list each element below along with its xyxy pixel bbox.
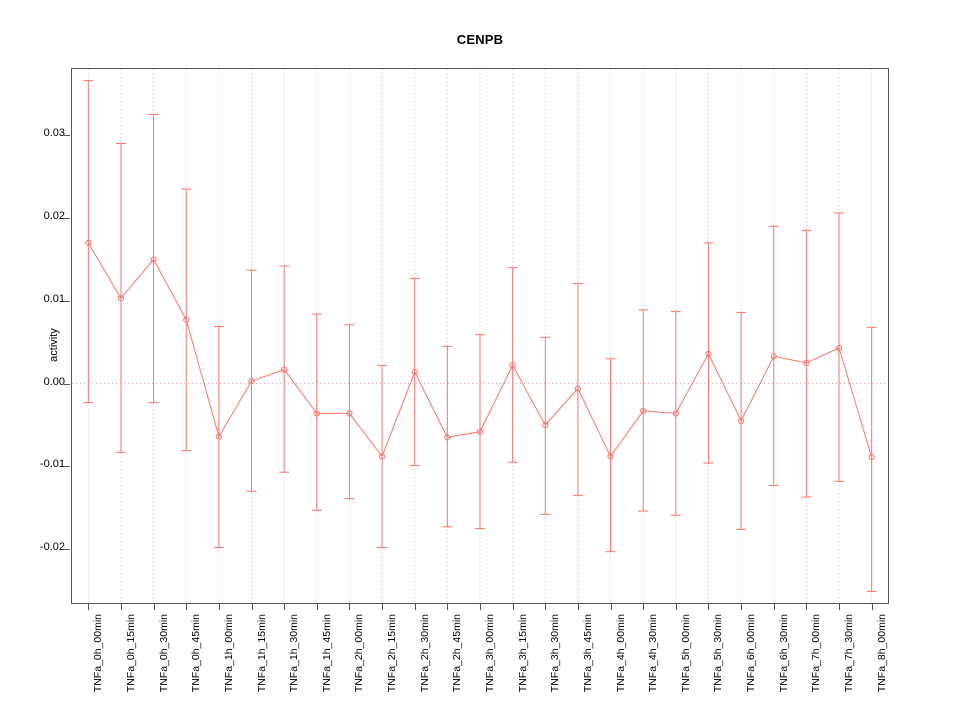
x-axis-tick-mark [480, 604, 481, 610]
data-point [640, 407, 647, 415]
x-axis-tick-label: TNFa_3h_15min [516, 614, 529, 693]
x-axis-tick-mark [806, 604, 808, 610]
x-axis-tick-mark [675, 604, 677, 610]
x-axis-tick-mark [610, 604, 612, 610]
series-line [87, 242, 873, 458]
data-point [868, 454, 875, 461]
x-axis-tick-label: TNFa_4h_00min [614, 614, 627, 693]
y-axis-tick-mark [64, 218, 70, 220]
x-axis-tick-mark [512, 604, 514, 610]
y-axis-tick-mark [64, 466, 70, 468]
data-point [281, 366, 288, 373]
data-point [411, 368, 418, 376]
x-axis-tick-mark [88, 604, 90, 610]
x-axis-tick-mark [186, 604, 188, 610]
x-axis-tick-label: TNFa_3h_00min [484, 614, 496, 693]
x-axis-tick-label: TNFa_7h_30min [843, 614, 856, 693]
data-point [738, 417, 745, 424]
y-axis-tick-mark [64, 383, 70, 385]
data-point [85, 239, 92, 246]
x-axis-tick-label: TNFa_1h_30min [288, 614, 301, 693]
x-axis-tick-mark [120, 604, 122, 610]
data-point [248, 378, 255, 385]
x-axis-tick-mark [773, 604, 775, 610]
y-axis-tick-mark [64, 135, 70, 137]
chart-title: CENPB [456, 32, 504, 47]
x-axis-tick-label: TNFa_5h_00min [679, 614, 692, 693]
x-axis-tick-mark [153, 604, 155, 610]
y-axis-tick-label: -0.02 [39, 541, 65, 554]
x-axis-tick-label: TNFa_2h_00min [353, 614, 366, 693]
y-axis-tick-mark [64, 300, 70, 302]
data-point [803, 359, 810, 367]
x-axis-tick-label: TNFa_4h_30min [647, 614, 660, 693]
data-point [574, 385, 582, 392]
data-point [607, 453, 614, 460]
x-axis-tick-mark [349, 604, 351, 610]
x-axis-tick-label: TNFa_2h_30min [418, 614, 431, 693]
data-point [705, 350, 712, 357]
x-axis-tick-mark [382, 604, 384, 610]
y-axis-tick-label: 0.02 [43, 210, 65, 223]
x-axis-tick-mark [708, 604, 710, 610]
x-axis-tick-label: TNFa_1h_15min [255, 614, 268, 693]
data-point [444, 434, 451, 441]
x-axis-tick-mark [741, 604, 743, 610]
y-axis-tick-mark [64, 549, 70, 551]
x-axis-tick-label: TNFa_0h_45min [190, 614, 203, 693]
y-axis-tick-label: 0.00 [43, 375, 65, 388]
x-axis-tick-label: TNFa_2h_45min [451, 614, 464, 693]
data-point [346, 410, 353, 417]
x-axis-tick-label: TNFa_1h_00min [222, 614, 235, 693]
data-point [835, 344, 843, 352]
x-axis-tick-mark [414, 604, 416, 610]
data-point [215, 433, 222, 440]
x-axis-tick-label: TNFa_0h_30min [157, 614, 170, 693]
data-point [150, 256, 157, 263]
x-axis-tick-mark [218, 604, 220, 610]
data-point [117, 295, 125, 302]
data-point [183, 316, 190, 323]
x-axis-tick-mark [839, 604, 841, 610]
y-axis-tick-label: -0.01 [39, 458, 65, 471]
x-axis-tick-mark [316, 604, 318, 610]
x-axis-tick-label: TNFa_6h_00min [745, 614, 758, 693]
x-axis-tick-label: TNFa_3h_30min [549, 614, 562, 693]
plot-area [71, 68, 889, 604]
x-axis-tick-label: TNFa_7h_00min [810, 614, 823, 693]
x-axis-tick-label: TNFa_2h_15min [386, 614, 399, 693]
data-point [672, 410, 679, 417]
x-axis-tick-mark [871, 604, 873, 610]
x-axis-tick-label: TNFa_0h_00min [92, 614, 105, 693]
x-axis-tick-mark [284, 604, 286, 610]
data-point [313, 410, 320, 417]
x-axis-tick-label: TNFa_3h_45min [581, 614, 594, 693]
x-axis-tick-label: TNFa_1h_45min [320, 614, 333, 693]
x-axis-tick-mark [643, 604, 645, 610]
x-axis-tick-mark [447, 604, 449, 610]
plot-svg [72, 69, 888, 603]
x-axis-tick-label: TNFa_5h_30min [712, 614, 725, 693]
data-point [476, 428, 484, 435]
y-axis-tick-label: 0.01 [43, 292, 65, 305]
y-axis-tick-labels: -0.02 -0.01 0.00 0.01 0.02 0.03 [9, 0, 65, 720]
x-axis-tick-mark [577, 604, 579, 610]
x-axis-tick-label: TNFa_6h_30min [777, 614, 790, 693]
x-axis-tick-label: TNFa_0h_15min [124, 614, 137, 693]
x-axis-tick-mark [251, 604, 253, 610]
data-point [770, 353, 777, 360]
data-point [378, 453, 386, 460]
data-point [542, 421, 549, 429]
data-point [509, 362, 516, 369]
x-axis-tick-label: TNFa_8h_00min [875, 614, 888, 693]
x-axis-tick-mark [545, 604, 547, 610]
y-axis-tick-label: 0.03 [43, 127, 65, 140]
